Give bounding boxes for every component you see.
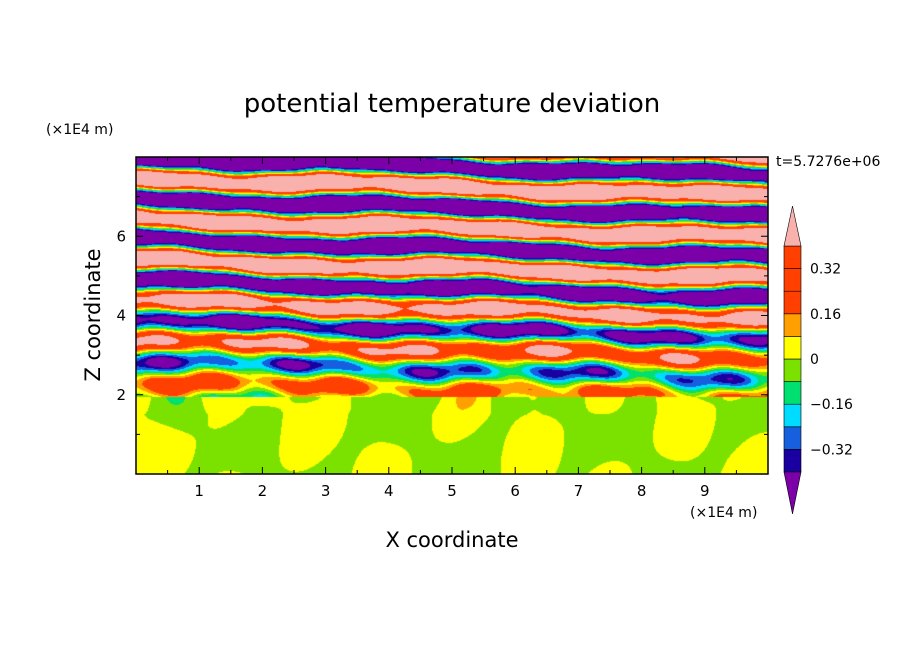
x-axis-label: X coordinate xyxy=(385,528,518,552)
x-tick-label: 6 xyxy=(510,482,520,500)
x-tick-label: 7 xyxy=(574,482,584,500)
plot-area xyxy=(136,157,768,474)
x-unit-label: (×1E4 m) xyxy=(690,505,757,521)
x-tick-label: 4 xyxy=(384,482,394,500)
x-tick-label: 8 xyxy=(637,482,647,500)
colorbar-tick-label: 0.32 xyxy=(810,262,841,278)
chart-title: potential temperature deviation xyxy=(244,89,660,119)
time-label: t=5.7276e+06 xyxy=(776,154,880,170)
colorbar-tick-label: 0.16 xyxy=(810,307,841,323)
colorbar-segment xyxy=(783,290,802,315)
colorbar-tick-label: 0 xyxy=(810,352,819,368)
colorbar-under-triangle xyxy=(783,471,802,515)
colorbar-segment xyxy=(783,313,802,337)
colorbar-segment xyxy=(783,245,802,269)
x-tick-label: 1 xyxy=(194,482,204,500)
x-tick-label: 9 xyxy=(700,482,710,500)
colorbar-tick-label: −0.16 xyxy=(810,397,853,413)
colorbar-segment xyxy=(783,268,802,292)
y-unit-label: (×1E4 m) xyxy=(46,122,113,138)
colorbar-segment xyxy=(783,381,802,405)
colorbar-segment xyxy=(783,336,802,360)
colorbar-over-triangle xyxy=(783,205,802,247)
colorbar: 0.32 0.16 0 −0.16 −0.32 xyxy=(783,205,853,515)
x-tick-label: 3 xyxy=(321,482,331,500)
x-axis: 1 2 3 4 5 6 7 8 9 xyxy=(167,157,737,500)
x-tick-label: 2 xyxy=(258,482,268,500)
colorbar-segment xyxy=(783,358,802,382)
y-tick-label: 4 xyxy=(116,307,126,325)
y-axis: 2 4 6 xyxy=(116,196,768,435)
colorbar-tick-label: −0.32 xyxy=(810,442,853,458)
y-axis-label: Z coordinate xyxy=(81,248,105,381)
colorbar-segment xyxy=(783,403,802,428)
y-tick-label: 6 xyxy=(116,227,126,245)
x-tick-label: 5 xyxy=(447,482,457,500)
colorbar-segment xyxy=(783,426,802,450)
y-tick-label: 2 xyxy=(116,386,126,404)
contour-field xyxy=(136,157,768,474)
colorbar-segment xyxy=(783,449,802,473)
